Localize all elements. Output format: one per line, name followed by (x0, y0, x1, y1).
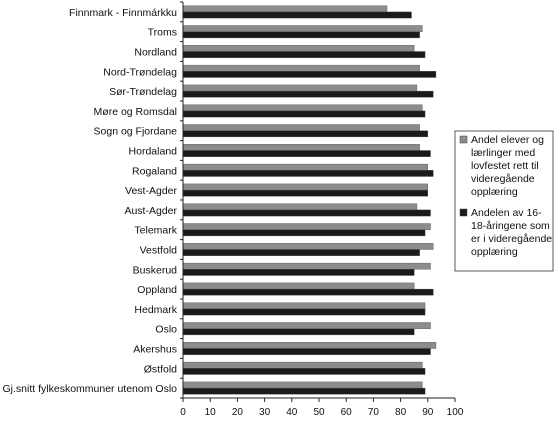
category-label: Gj.snitt fylkeskommuner utenom Oslo (3, 383, 178, 395)
category-label: Akershus (133, 344, 177, 356)
bar-series-1 (182, 163, 429, 171)
category-label: Oppland (137, 284, 177, 296)
x-tick-label: 50 (313, 407, 325, 418)
bar-series-2 (182, 249, 420, 256)
bar-series-1 (182, 243, 434, 250)
bar-series-1 (182, 361, 423, 369)
category-label: Møre og Romsdal (94, 106, 177, 118)
bar-series-1 (182, 342, 437, 349)
category-label: Vestfold (140, 245, 178, 257)
bar-series-2 (182, 130, 429, 138)
bar-series-2 (182, 348, 431, 355)
bar-series-2 (182, 328, 415, 336)
bars-layer (182, 5, 437, 395)
bar-series-1 (182, 124, 420, 131)
category-label: Sogn og Fjordane (94, 126, 178, 138)
x-tick-label: 10 (205, 407, 217, 418)
bar-series-1 (182, 302, 426, 310)
bar-series-1 (182, 203, 418, 211)
category-label: Sør-Trøndelag (109, 86, 177, 98)
bar-series-2 (182, 150, 431, 157)
bar-series-2 (182, 269, 415, 276)
category-label: Aust-Agder (124, 205, 177, 217)
bar-series-1 (182, 223, 431, 230)
category-label: Hordaland (129, 146, 178, 158)
bar-series-1 (182, 322, 431, 329)
bar-series-1 (182, 45, 415, 52)
legend-swatch-series-1 (459, 135, 468, 144)
bar-series-2 (182, 170, 434, 177)
x-tick-label: 100 (447, 407, 464, 418)
bar-series-1 (182, 144, 420, 151)
bar-series-2 (182, 368, 426, 375)
bar-series-1 (182, 282, 415, 290)
bar-series-2 (182, 288, 434, 296)
bar-series-1 (182, 84, 418, 92)
category-label: Nordland (134, 47, 177, 59)
x-tick-label: 40 (286, 407, 298, 418)
legend-label-series-2: Andelen av 16-18-åringene som er i videre… (471, 207, 552, 258)
x-tick-label: 30 (259, 407, 271, 418)
legend: Andel elever og lærlinger med lovfestet re… (454, 130, 554, 272)
category-label: Finnmark - Finnmárkku (69, 7, 177, 19)
legend-label-series-1: Andel elever og lærlinger med lovfestet re… (471, 134, 544, 198)
bar-series-2 (182, 229, 426, 237)
bar-series-2 (182, 209, 431, 217)
bar-series-2 (182, 90, 434, 98)
x-tick-label: 0 (180, 407, 186, 418)
bar-series-2 (182, 308, 426, 316)
category-label: Nord-Trøndelag (103, 66, 177, 78)
x-tick-label: 80 (395, 407, 407, 418)
category-label: Oslo (155, 324, 177, 336)
bar-series-2 (182, 31, 420, 39)
bar-series-2 (182, 189, 429, 197)
legend-swatch-series-2 (459, 208, 468, 217)
bar-series-1 (182, 25, 423, 32)
category-label: Hedmark (134, 304, 177, 316)
category-label: Troms (148, 27, 177, 39)
x-tick-label: 90 (422, 407, 434, 418)
category-label: Telemark (134, 225, 177, 237)
bar-series-2 (182, 387, 426, 395)
legend-box (454, 130, 554, 272)
bar-series-2 (182, 110, 426, 118)
x-tick-label: 70 (368, 407, 380, 418)
bar-series-1 (182, 64, 420, 72)
category-label: Rogaland (132, 165, 177, 177)
category-label: Vest-Agder (125, 185, 177, 197)
x-tick-label: 20 (232, 407, 244, 418)
x-tick-label: 60 (341, 407, 353, 418)
bar-series-2 (182, 51, 426, 58)
bar-series-2 (182, 71, 437, 78)
bar-series-1 (182, 104, 423, 112)
axes-layer: Finnmark - Finnmárkku Troms Nordland Nord-T… (3, 1, 464, 418)
bar-series-1 (182, 262, 431, 270)
bar-series-2 (182, 11, 412, 19)
bar-series-1 (182, 183, 429, 191)
bar-series-1 (182, 5, 388, 13)
category-label: Østfold (144, 363, 177, 375)
category-label: Buskerud (133, 264, 178, 276)
bar-series-1 (182, 381, 423, 389)
